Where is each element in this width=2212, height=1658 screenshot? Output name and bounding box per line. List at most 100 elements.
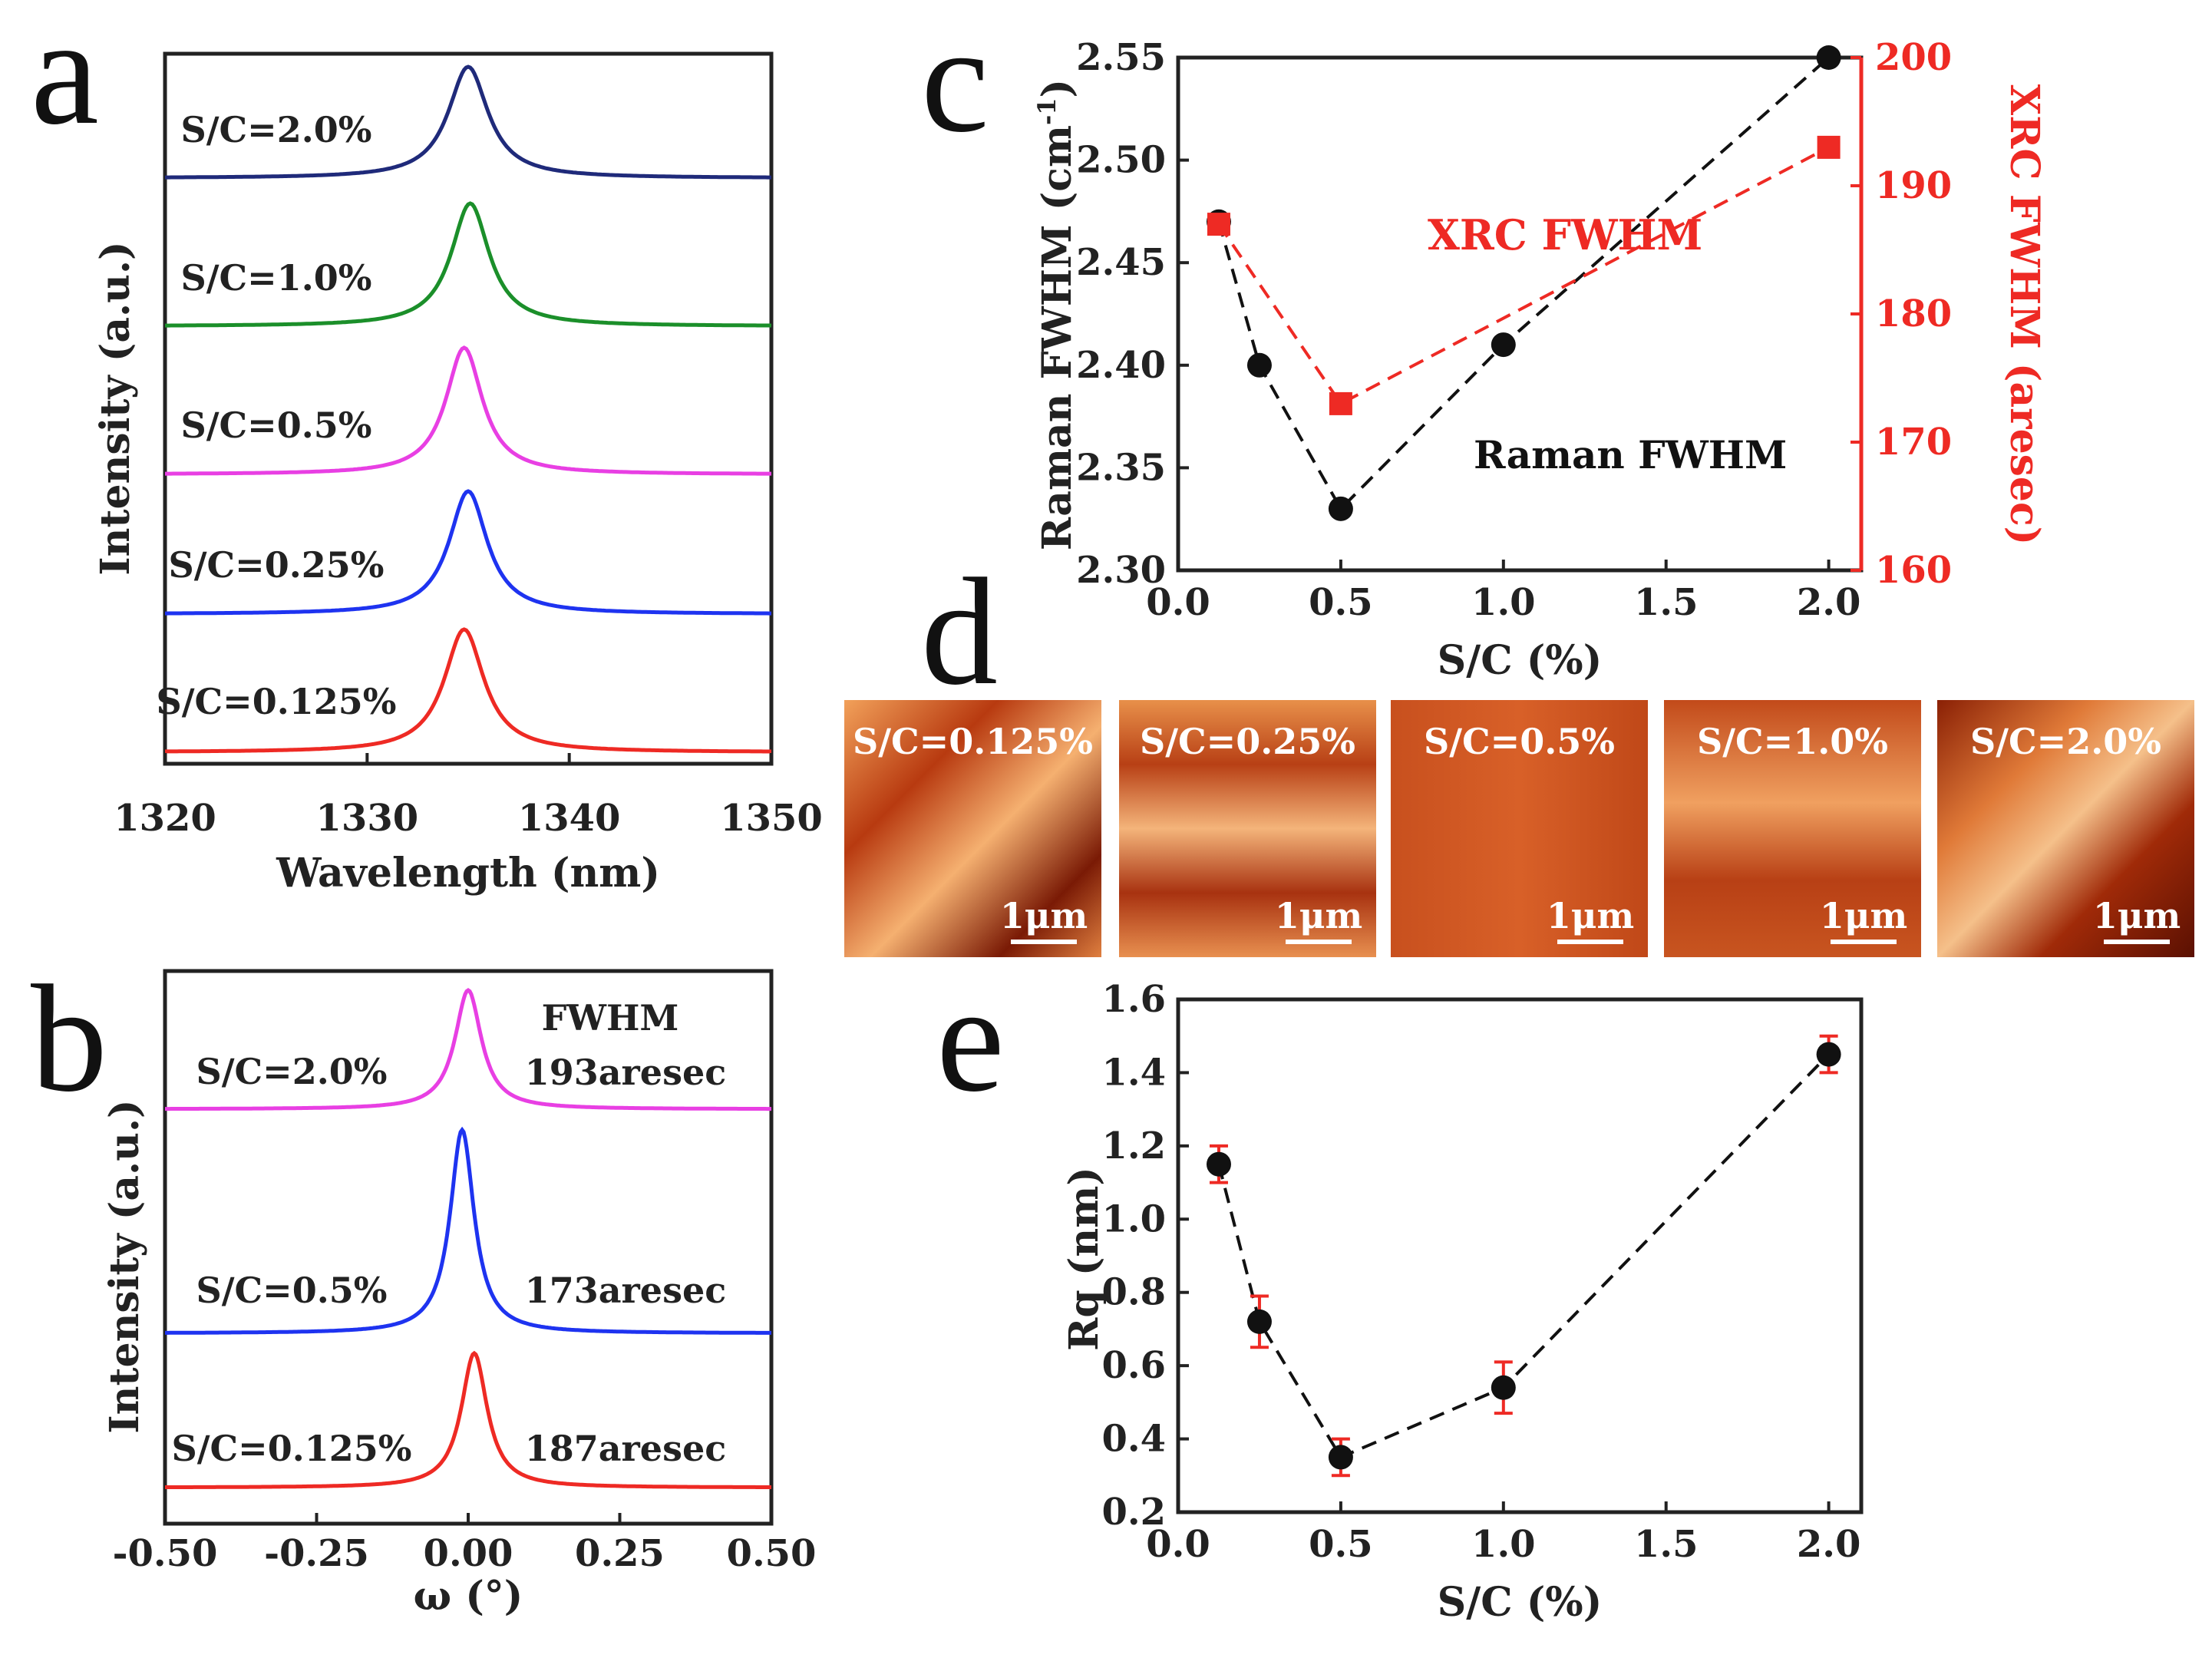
panel-c-ytick-label: 2.45 <box>1076 241 1166 284</box>
panel-label-a: a <box>31 0 99 157</box>
scale-bar-label: 1μm <box>2093 895 2181 936</box>
panel-a-curve <box>164 627 771 754</box>
afm-image-texture <box>1937 700 2194 957</box>
panel-c-xlabel: S/C (%) <box>1438 637 1603 684</box>
panel-e-xtick-label: 2.0 <box>1797 1523 1861 1566</box>
panel-b-fwhm-value: 193aresec <box>525 1052 727 1093</box>
panel-a-xtick-label: 1320 <box>114 797 216 840</box>
afm-image-label: S/C=2.0% <box>1970 721 2161 762</box>
panel-a-curve <box>165 64 771 180</box>
panel-c-raman-point <box>1328 496 1353 521</box>
panel-a-series-label: S/C=2.0% <box>181 109 372 150</box>
panel-c-xrc-point <box>1207 213 1230 236</box>
afm-image: S/C=2.0% 1μm <box>1937 700 2194 957</box>
panel-c-y2tick-label: 180 <box>1875 292 1952 335</box>
panel-a-curve <box>165 201 772 328</box>
panel-c-xtick-label: 1.5 <box>1634 581 1699 624</box>
panel-d-afm-images: S/C=0.125%1μmS/C=0.25%1μmS/C=0.5%1μmS/C=… <box>844 700 2194 957</box>
panel-e-chart: 0.0 0.5 1.0 1.5 2.00.20.40.60.81.01.21.41.6 … <box>1061 978 1864 1626</box>
panel-b-xtick-label: -0.25 <box>264 1532 369 1575</box>
panel-b-xtick-label: -0.50 <box>113 1532 218 1575</box>
scale-bar-label: 1μm <box>1000 895 1088 936</box>
panel-c-xrc-point <box>1817 135 1841 159</box>
panel-b-fwhm-header: FWHM <box>542 997 679 1039</box>
afm-image-label: S/C=0.25% <box>1140 721 1355 762</box>
panel-e-point <box>1246 1309 1272 1334</box>
panel-a-xtick-label: 1340 <box>518 797 621 840</box>
panel-a-ylabel: Intensity (a.u.) <box>92 241 139 575</box>
afm-image-texture <box>1664 700 1921 957</box>
panel-c-ytick-label: 2.30 <box>1076 549 1166 592</box>
panel-b-curve <box>165 1126 771 1335</box>
afm-image: S/C=0.5% 1μm <box>1391 700 1648 957</box>
panel-c-y2tick-label: 160 <box>1875 549 1952 592</box>
panel-a-series-label: S/C=0.25% <box>169 544 385 586</box>
xrc-fwhm-series-label: XRC FWHM <box>1428 210 1702 259</box>
panel-a-chart: S/C=2.0% S/C=1.0% S/C=0.5% S/C=0.25% S/C=0.1… <box>92 51 823 897</box>
panel-b-fwhm-value: 187aresec <box>525 1428 727 1469</box>
scale-bar-label: 1μm <box>1820 895 1907 936</box>
panel-b-curve <box>165 987 771 1111</box>
panel-label-b: b <box>31 954 107 1124</box>
panel-e-xtick-label: 0.5 <box>1309 1523 1373 1566</box>
panel-a-curve <box>165 489 771 616</box>
panel-c-xrc-point <box>1329 391 1352 415</box>
panel-c-xtick-label: 0.0 <box>1146 581 1210 624</box>
panel-e-point <box>1491 1375 1516 1400</box>
panel-a-frame <box>163 51 774 766</box>
panel-c-series-line <box>1217 146 1830 406</box>
panel-c-ytick-label: 2.35 <box>1076 446 1166 489</box>
panel-e-xtick-label: 1.0 <box>1471 1523 1536 1566</box>
panel-a-xlabel: Wavelength (nm) <box>276 850 660 897</box>
afm-image-texture <box>844 700 1101 957</box>
panel-c-ytick-label: 2.55 <box>1076 36 1166 79</box>
panel-c-xtick-label: 0.5 <box>1309 581 1373 624</box>
panel-e-ytick-label: 1.6 <box>1101 978 1166 1021</box>
panel-b-xtick-label: 0.50 <box>727 1532 817 1575</box>
panel-label-d: d <box>921 547 998 717</box>
panel-c-y2tick-label: 170 <box>1875 421 1952 464</box>
afm-image-label: S/C=0.125% <box>853 721 1093 762</box>
panel-c-ytick-label: 2.40 <box>1076 344 1166 387</box>
panel-e-series-line <box>1217 1053 1831 1459</box>
panel-e-ytick-label: 0.2 <box>1101 1491 1166 1534</box>
afm-image-texture <box>1119 700 1376 957</box>
panel-e-point <box>1328 1445 1353 1470</box>
panel-e-ylabel: Rq (nm) <box>1061 1167 1108 1351</box>
panel-b-xtick-label: 0.00 <box>424 1532 513 1575</box>
panel-e-ytick-label: 0.8 <box>1101 1271 1166 1314</box>
panel-c-ytick-label: 2.50 <box>1076 139 1166 182</box>
panel-e-frame <box>1176 997 1864 1514</box>
panel-b-series-label: S/C=2.0% <box>196 1051 388 1092</box>
raman-fwhm-series-label: Raman FWHM <box>1474 432 1787 477</box>
panel-c-raman-point <box>1246 352 1272 378</box>
panel-c-xtick-label: 2.0 <box>1797 581 1861 624</box>
panel-label-e: e <box>936 954 1005 1124</box>
panel-c-ylabel: Raman FWHM (cm-1) <box>1032 79 1081 550</box>
afm-image: S/C=1.0% 1μm <box>1664 700 1921 957</box>
panel-a-curve <box>165 345 771 476</box>
panel-a-series-label: S/C=0.125% <box>157 681 397 722</box>
panel-b-xtick-label: 0.25 <box>575 1532 665 1575</box>
panel-b-curve <box>165 1350 771 1489</box>
panel-a-series-label: S/C=0.5% <box>181 405 372 446</box>
panel-b-ylabel: Intensity (a.u.) <box>101 1099 148 1433</box>
panel-c-y2tick-label: 200 <box>1875 36 1952 79</box>
afm-image-label: S/C=1.0% <box>1697 721 1888 762</box>
scale-bar-label: 1μm <box>1275 895 1362 936</box>
afm-image-label: S/C=0.5% <box>1424 721 1615 762</box>
panel-e-ytick-label: 1.2 <box>1101 1125 1166 1168</box>
panel-e-ytick-label: 1.4 <box>1101 1051 1166 1094</box>
panel-a-xtick-label: 1330 <box>316 797 419 840</box>
panel-e-point <box>1206 1151 1231 1177</box>
panel-a-xtick-label: 1350 <box>720 797 823 840</box>
afm-image: S/C=0.125% 1μm <box>844 700 1101 957</box>
afm-image: S/C=0.25% 1μm <box>1119 700 1376 957</box>
panel-e-xtick-label: 0.0 <box>1146 1523 1210 1566</box>
panel-a-series-label: S/C=1.0% <box>181 257 372 299</box>
panel-c-y2label: XRC FWHM (aresec) <box>2001 84 2048 546</box>
panel-c-raman-point <box>1491 332 1516 358</box>
panel-e-point <box>1816 1042 1841 1067</box>
panel-b-xlabel: ω (°) <box>414 1573 523 1620</box>
